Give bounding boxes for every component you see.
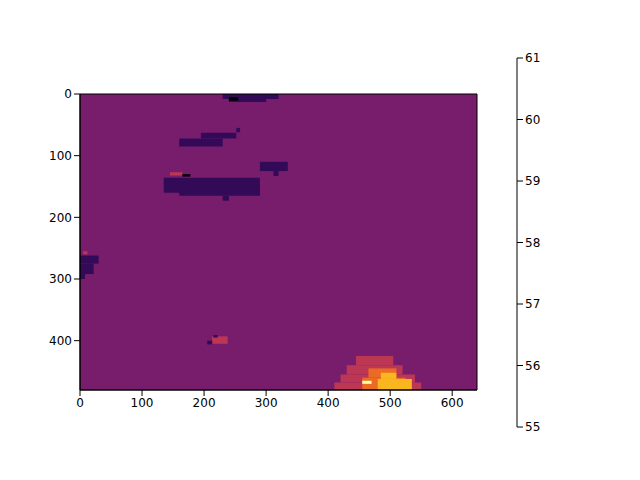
svg-text:57: 57: [525, 297, 540, 311]
svg-text:400: 400: [49, 334, 72, 348]
svg-text:300: 300: [255, 396, 278, 410]
svg-text:55: 55: [525, 420, 540, 434]
svg-text:56: 56: [525, 359, 540, 373]
svg-text:200: 200: [49, 211, 72, 225]
svg-text:100: 100: [49, 149, 72, 163]
svg-text:400: 400: [317, 396, 340, 410]
svg-text:500: 500: [379, 396, 402, 410]
svg-text:0: 0: [76, 396, 84, 410]
svg-text:200: 200: [193, 396, 216, 410]
svg-text:61: 61: [525, 51, 540, 65]
svg-text:59: 59: [525, 174, 540, 188]
svg-text:60: 60: [525, 113, 540, 127]
svg-text:600: 600: [441, 396, 464, 410]
svg-text:58: 58: [525, 236, 540, 250]
svg-text:0: 0: [64, 87, 72, 101]
svg-text:100: 100: [131, 396, 154, 410]
svg-text:300: 300: [49, 272, 72, 286]
